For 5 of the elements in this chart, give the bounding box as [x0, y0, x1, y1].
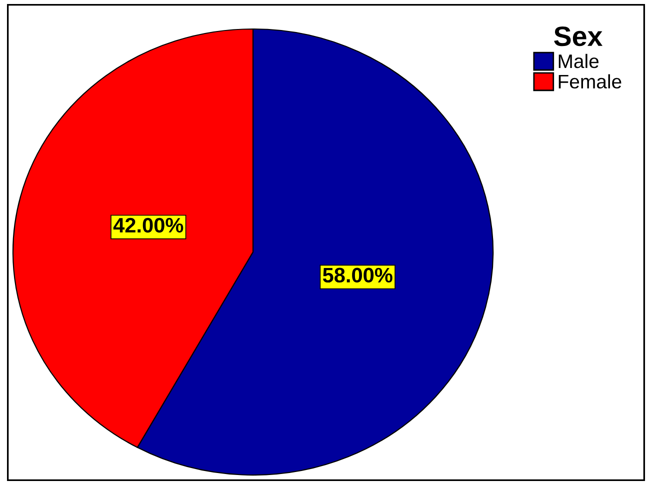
legend-label: Female	[558, 74, 622, 89]
data-label: 58.00%	[322, 268, 392, 283]
legend-title: Sex	[554, 26, 603, 46]
legend-label: Male	[558, 54, 599, 68]
data-label: 42.00%	[113, 218, 184, 233]
